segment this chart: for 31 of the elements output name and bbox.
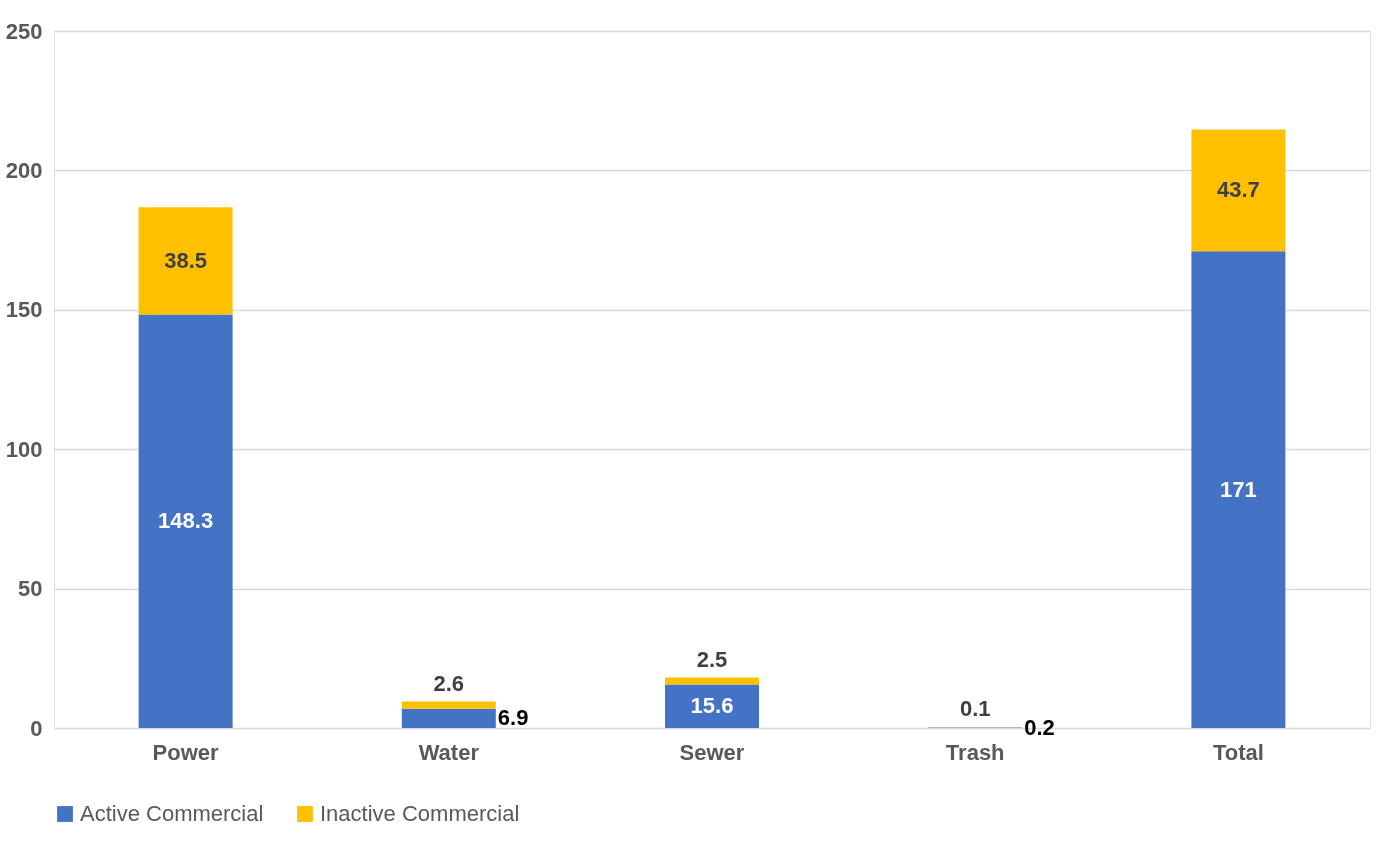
y-tick-label: 200: [5, 157, 43, 183]
bar: [665, 677, 759, 685]
y-tick-label: 150: [5, 297, 43, 323]
data-label: 38.5: [164, 247, 208, 273]
bar: [1191, 129, 1286, 252]
bar: [138, 207, 233, 315]
bar: [401, 708, 496, 728]
data-label: 171: [1220, 476, 1257, 502]
bar: [665, 684, 759, 728]
y-tick-label: 50: [18, 576, 43, 602]
y-tick-label: 0: [30, 715, 43, 741]
data-label: 15.6: [690, 693, 734, 719]
legend-label: Inactive Commercial: [320, 801, 520, 826]
x-tick-label: Total: [1212, 739, 1264, 765]
legend-label: Active Commercial: [80, 801, 264, 826]
data-label: 0.1: [959, 696, 991, 722]
x-tick-label: Power: [152, 739, 220, 765]
data-label: 6.9: [497, 705, 529, 731]
bar: [401, 701, 496, 709]
data-label: 148.3: [158, 508, 214, 534]
bar: [1191, 251, 1286, 728]
y-tick-label: 100: [5, 436, 43, 462]
x-tick-label: Water: [418, 739, 480, 765]
data-label: 2.6: [433, 670, 465, 696]
data-label: 43.7: [1216, 177, 1260, 203]
x-tick-label: Sewer: [679, 739, 745, 765]
bar: [138, 314, 233, 728]
x-tick-label: Trash: [945, 739, 1005, 765]
data-label: 0.2: [1024, 714, 1055, 740]
data-label: 2.5: [696, 646, 728, 672]
y-tick-label: 250: [5, 18, 43, 44]
